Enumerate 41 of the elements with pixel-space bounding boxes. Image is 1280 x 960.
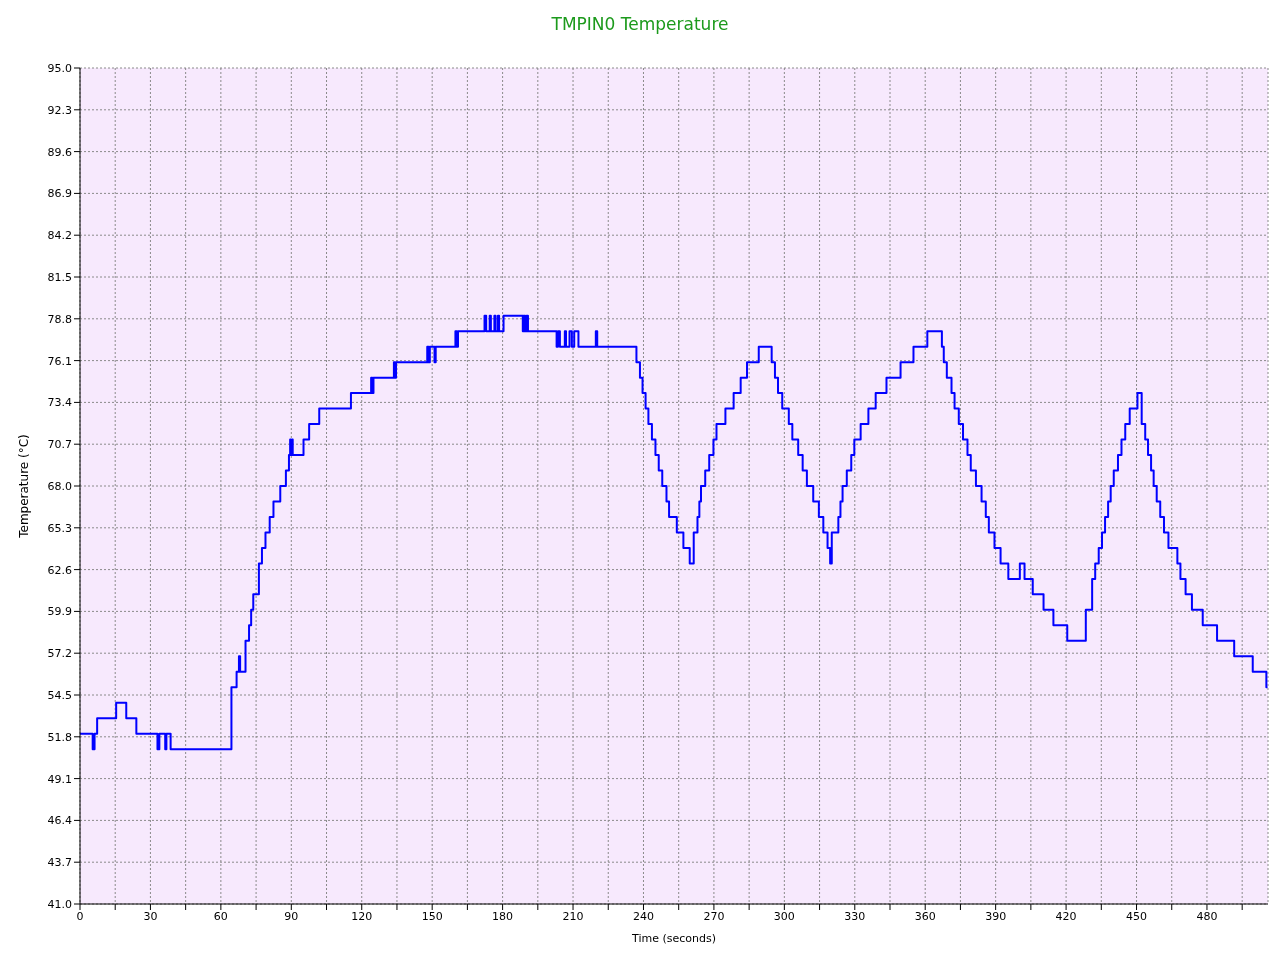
x-tick-label: 60 xyxy=(213,909,228,923)
y-tick-label: 73.4 xyxy=(47,396,72,410)
x-tick-label: 330 xyxy=(844,909,866,923)
x-tick-label: 210 xyxy=(562,909,584,923)
y-tick-label: 43.7 xyxy=(47,856,72,870)
x-tick-label: 0 xyxy=(76,909,84,923)
y-tick-label: 65.3 xyxy=(47,521,72,535)
x-tick-label: 450 xyxy=(1126,909,1148,923)
x-tick-label: 420 xyxy=(1055,909,1077,923)
y-axis-title: Temperature (°C) xyxy=(17,434,32,539)
x-tick-label: 180 xyxy=(492,909,514,923)
x-tick-label: 480 xyxy=(1196,909,1218,923)
y-tick-label: 62.6 xyxy=(47,563,72,577)
y-tick-label: 84.2 xyxy=(47,229,72,243)
y-tick-label: 70.7 xyxy=(47,438,72,452)
x-tick-label: 270 xyxy=(703,909,725,923)
x-tick-label: 30 xyxy=(143,909,158,923)
x-tick-label: 120 xyxy=(351,909,373,923)
chart-title: TMPIN0 Temperature xyxy=(550,13,730,36)
y-tick-label: 54.5 xyxy=(47,688,72,702)
y-tick-label: 89.6 xyxy=(47,145,72,159)
x-tick-label: 300 xyxy=(773,909,795,923)
y-tick-label: 78.8 xyxy=(47,312,72,326)
y-tick-label: 51.8 xyxy=(47,730,72,744)
x-tick-label: 360 xyxy=(914,909,936,923)
x-axis-title: Time (seconds) xyxy=(631,932,716,945)
y-tick-label: 46.4 xyxy=(47,814,72,828)
y-tick-label: 57.2 xyxy=(47,647,72,661)
x-tick-label: 240 xyxy=(632,909,654,923)
y-tick-label: 68.0 xyxy=(47,479,72,493)
y-tick-label: 76.1 xyxy=(47,354,72,368)
x-tick-label: 150 xyxy=(421,909,443,923)
x-tick-label: 90 xyxy=(284,909,299,923)
y-tick-label: 59.9 xyxy=(47,605,72,619)
y-tick-label: 49.1 xyxy=(47,772,72,786)
y-tick-label: 95.0 xyxy=(47,61,72,75)
y-tick-label: 92.3 xyxy=(47,103,72,117)
x-tick-label: 390 xyxy=(985,909,1007,923)
y-tick-label: 41.0 xyxy=(47,897,72,911)
y-tick-label: 86.9 xyxy=(47,187,72,201)
y-tick-label: 81.5 xyxy=(47,270,72,284)
